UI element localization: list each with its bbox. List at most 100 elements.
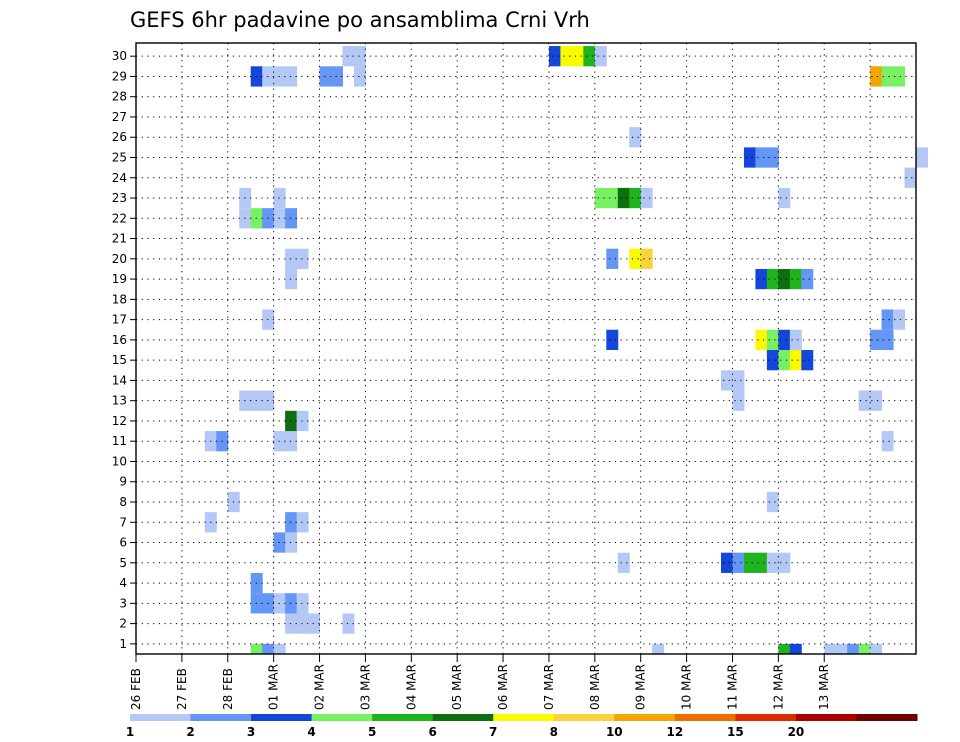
heatmap-cell bbox=[824, 643, 837, 654]
heatmap-cell bbox=[870, 66, 883, 87]
heatmap-cell bbox=[881, 329, 894, 351]
legend-label: 8 bbox=[550, 725, 558, 739]
legend-label: 5 bbox=[368, 725, 376, 739]
heatmap-cell bbox=[285, 410, 298, 432]
heatmap-cell bbox=[916, 147, 928, 168]
x-tick-label: 13 MAR bbox=[817, 664, 831, 710]
y-axis: 1234567891011121314151617181920212223242… bbox=[112, 49, 136, 651]
heatmap-cell bbox=[893, 309, 906, 330]
grid-layer bbox=[136, 43, 916, 654]
heatmap-cell bbox=[732, 370, 745, 391]
x-tick-label: 03 MAR bbox=[358, 664, 372, 710]
legend-label: 2 bbox=[186, 725, 194, 739]
heatmap-cell bbox=[652, 643, 665, 654]
legend: 1 2 3 4 5 6 7 8 10 12 15 20 bbox=[126, 714, 918, 739]
heatmap-cell bbox=[858, 643, 871, 654]
heatmap-cell bbox=[640, 187, 653, 209]
y-tick-label: 23 bbox=[112, 191, 127, 205]
heatmap-cell bbox=[606, 329, 619, 351]
y-tick-label: 6 bbox=[119, 536, 127, 550]
y-tick-label: 19 bbox=[112, 272, 127, 286]
x-tick-label: 07 MAR bbox=[542, 664, 556, 710]
heatmap-cell bbox=[801, 268, 814, 290]
heatmap-cell bbox=[881, 431, 894, 452]
y-tick-label: 1 bbox=[119, 637, 127, 651]
heatmap-cell bbox=[778, 329, 791, 351]
heatmap-cell bbox=[789, 329, 802, 351]
y-tick-label: 2 bbox=[119, 617, 127, 631]
heatmap-cell bbox=[353, 46, 366, 67]
heatmap-cell bbox=[721, 370, 733, 391]
heatmap-cell bbox=[732, 390, 745, 411]
heatmap-cell bbox=[881, 309, 894, 330]
x-tick-label: 01 MAR bbox=[267, 664, 281, 710]
heatmap-cell bbox=[629, 127, 642, 148]
y-tick-label: 18 bbox=[112, 292, 127, 306]
legend-label: 4 bbox=[307, 725, 315, 739]
heatmap-cell bbox=[262, 643, 275, 654]
x-tick-label: 10 MAR bbox=[680, 664, 694, 710]
heatmap-cell bbox=[285, 512, 298, 533]
legend-swatch bbox=[674, 714, 736, 721]
legend-label: 15 bbox=[727, 725, 744, 739]
y-tick-label: 16 bbox=[112, 333, 127, 347]
heatmap-cell bbox=[870, 390, 883, 411]
heatmap-cell bbox=[789, 643, 802, 654]
heatmap-cell bbox=[778, 268, 791, 290]
y-tick-label: 21 bbox=[112, 232, 127, 246]
heatmap-cell bbox=[296, 248, 309, 269]
x-tick-label: 05 MAR bbox=[450, 664, 464, 710]
legend-swatch bbox=[251, 714, 313, 721]
heatmap-cell bbox=[606, 248, 619, 269]
heatmap-cell bbox=[629, 187, 642, 209]
y-tick-label: 30 bbox=[112, 49, 127, 63]
heatmap-cell bbox=[766, 329, 779, 351]
heatmap-cell bbox=[743, 552, 756, 573]
y-tick-label: 27 bbox=[112, 110, 127, 124]
legend-swatch bbox=[432, 714, 494, 721]
plot-frame bbox=[135, 42, 917, 655]
heatmap-cell bbox=[353, 66, 366, 87]
y-tick-label: 29 bbox=[112, 69, 127, 83]
heatmap-cell bbox=[285, 593, 298, 614]
heatmap-cell bbox=[606, 187, 619, 209]
heatmap-cell bbox=[766, 350, 779, 371]
y-tick-label: 24 bbox=[112, 171, 127, 185]
heatmap-cell bbox=[617, 552, 630, 573]
legend-swatch bbox=[795, 714, 857, 721]
legend-label: 3 bbox=[247, 725, 255, 739]
heatmap-cell bbox=[743, 147, 756, 168]
y-tick-label: 26 bbox=[112, 130, 127, 144]
heatmap-cell bbox=[285, 66, 298, 87]
heatmap-cell bbox=[766, 491, 779, 513]
heatmap-cell bbox=[296, 512, 309, 533]
y-tick-label: 13 bbox=[112, 394, 127, 408]
heatmap-cell bbox=[847, 643, 860, 654]
heatmap-cell bbox=[594, 187, 607, 209]
heatmap-cell bbox=[755, 147, 768, 168]
chart-title: GEFS 6hr padavine po ansamblima Crni Vrh bbox=[130, 8, 590, 32]
y-tick-label: 25 bbox=[112, 150, 127, 164]
heatmap-cell bbox=[893, 66, 906, 87]
y-tick-label: 17 bbox=[112, 313, 127, 327]
x-axis: 26 FEB 27 FEB 28 FEB 01 MAR 02 MAR 03 MAR 04 M… bbox=[129, 654, 831, 710]
heatmap-cell bbox=[766, 147, 779, 168]
y-tick-label: 20 bbox=[112, 252, 127, 266]
heatmap-cell bbox=[342, 613, 355, 634]
x-tick-label: 08 MAR bbox=[588, 664, 602, 710]
heatmap-cell bbox=[801, 350, 814, 371]
x-tick-label: 02 MAR bbox=[313, 664, 327, 710]
legend-swatch bbox=[130, 714, 192, 721]
legend-swatch bbox=[190, 714, 252, 721]
heatmap-cell bbox=[732, 552, 745, 573]
x-tick-label: 04 MAR bbox=[404, 664, 418, 710]
heatmap-cell bbox=[755, 329, 768, 351]
heatmap-cell bbox=[296, 410, 309, 432]
heatmap-cell bbox=[296, 613, 309, 634]
heatmap-cell bbox=[285, 268, 298, 290]
y-tick-label: 11 bbox=[112, 434, 127, 448]
y-tick-label: 5 bbox=[119, 556, 127, 570]
legend-swatch bbox=[735, 714, 797, 721]
legend-swatch bbox=[311, 714, 373, 721]
